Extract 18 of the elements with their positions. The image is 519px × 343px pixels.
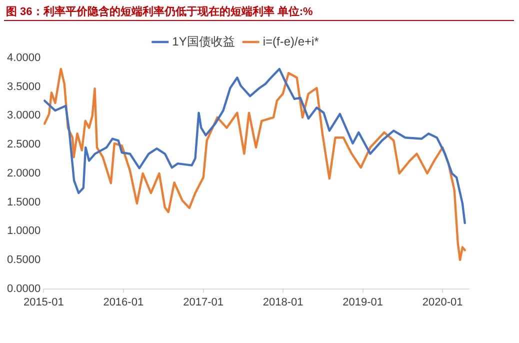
- legend-label: i=(f-e)/e+i*: [262, 34, 320, 48]
- x-tick-label: 2017-01: [183, 296, 224, 308]
- y-tick-label: 1.5000: [6, 196, 41, 208]
- x-tick-label: 2016-01: [103, 296, 144, 308]
- y-tick-label: 0.5000: [6, 254, 41, 266]
- y-tick-label: 1.0000: [6, 225, 41, 238]
- x-tick-label: 2018-01: [262, 296, 304, 308]
- y-tick-label: 2.0000: [6, 167, 41, 180]
- y-tick-label: 3.5000: [6, 80, 41, 93]
- y-tick-label: 3.0000: [6, 110, 41, 122]
- y-tick-label: 4.0000: [6, 52, 41, 64]
- chart-title: 图 36：利率平价隐含的短端利率仍低于现在的短端利率 单位:%: [6, 4, 313, 19]
- x-tick-label: 2019-01: [342, 296, 384, 308]
- x-tick-label: 2015-01: [23, 296, 64, 308]
- legend-label: 1Y国债收益: [172, 34, 235, 48]
- y-tick-label: 2.5000: [6, 138, 41, 151]
- x-tick-label: 2020-01: [422, 296, 463, 308]
- y-tick-label: 0.0000: [6, 282, 41, 295]
